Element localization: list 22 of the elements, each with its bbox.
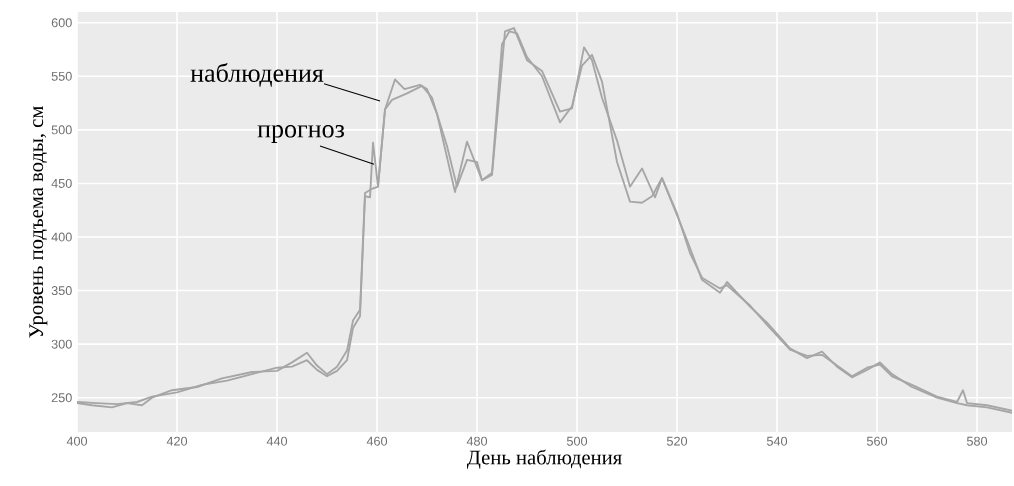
y-tick-label: 550 (51, 71, 72, 81)
x-tick-label: 580 (966, 436, 988, 446)
x-tick-label: 400 (66, 436, 88, 446)
y-tick-label: 350 (51, 286, 72, 296)
text: наблюдения (190, 63, 324, 87)
x-axis-title: День наблюдения (466, 449, 622, 469)
x-tick-label: 440 (266, 436, 288, 446)
x-tick-label: 420 (166, 436, 188, 446)
x-tick-label: 500 (566, 436, 588, 446)
y-tick-label: 450 (51, 178, 72, 188)
x-tick-label: 460 (366, 436, 388, 446)
y-tick-label: 600 (51, 18, 72, 28)
x-tick-label: 480 (466, 436, 488, 446)
x-tick-label: 520 (666, 436, 688, 446)
y-tick-label: 500 (51, 125, 72, 135)
y-tick-label: 250 (51, 393, 72, 403)
y-axis-title: Уровень подъема воды, см (29, 106, 48, 338)
x-tick-label: 560 (866, 436, 888, 446)
y-tick-label: 300 (51, 339, 72, 349)
y-tick-label: 400 (51, 232, 72, 242)
series-label: прогноз (257, 125, 344, 143)
x-tick-label: 540 (766, 436, 788, 446)
